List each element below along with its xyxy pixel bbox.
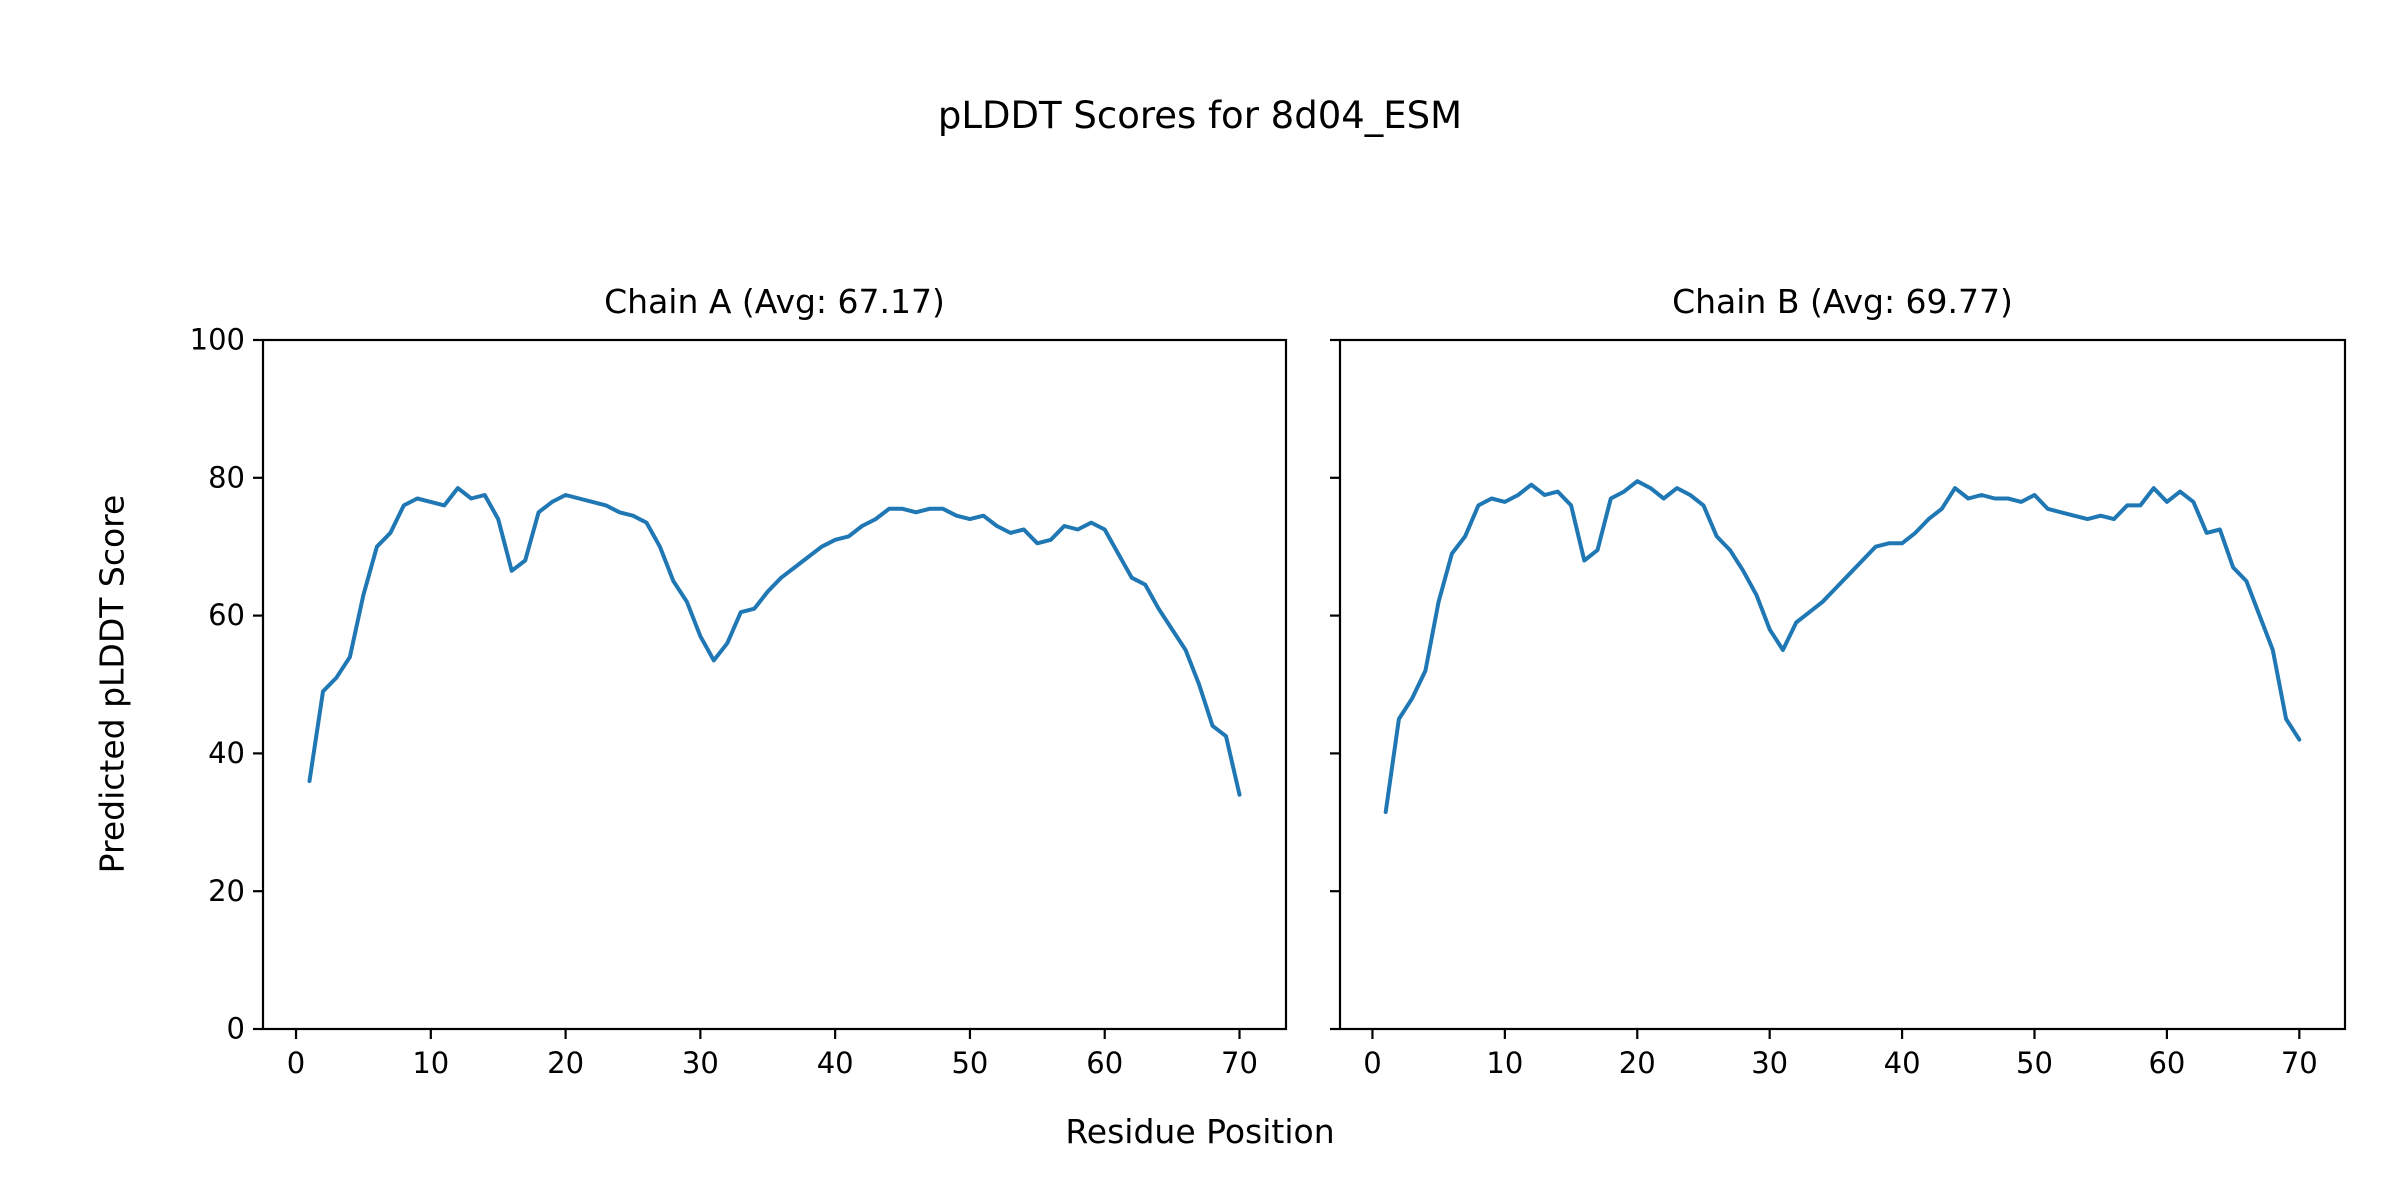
- y-tick-label: 60: [208, 598, 245, 632]
- plddt-line-chain-a: [307, 486, 1242, 797]
- x-tick-label: 40: [1884, 1046, 1921, 1080]
- y-axis-ticks: 0 20 40 60 80 100: [190, 323, 263, 1046]
- axes-box: [1338, 338, 2347, 1031]
- x-tick-label: 20: [547, 1046, 584, 1080]
- subplot-chain-a: 0 10 20 30 40 50 60 70 0 20 40 60 80 100: [190, 323, 1288, 1080]
- chain-b-subplot-title: Chain B (Avg: 69.77): [1672, 282, 2013, 321]
- y-tick-label: 40: [208, 736, 245, 770]
- x-axis-ticks: 0 10 20 30 40 50 60 70: [1363, 1029, 2318, 1080]
- x-tick-label: 30: [1751, 1046, 1788, 1080]
- figure-title: pLDDT Scores for 8d04_ESM: [937, 94, 1463, 137]
- x-tick-label: 60: [1086, 1046, 1123, 1080]
- x-tick-label: 40: [817, 1046, 854, 1080]
- x-tick-label: 0: [1363, 1046, 1381, 1080]
- y-tick-label: 100: [190, 323, 245, 357]
- x-tick-label: 50: [951, 1046, 988, 1080]
- y-tick-label: 80: [208, 460, 245, 494]
- x-tick-label: 0: [287, 1046, 305, 1080]
- x-tick-label: 20: [1619, 1046, 1656, 1080]
- axes-box: [261, 338, 1288, 1031]
- x-axis-label: Residue Position: [1065, 1112, 1335, 1151]
- chain-a-subplot-title: Chain A (Avg: 67.17): [604, 282, 945, 321]
- plddt-line-chain-b: [1383, 479, 2302, 814]
- x-tick-label: 50: [2016, 1046, 2053, 1080]
- y-tick-label: 20: [208, 874, 245, 908]
- y-tick-label: 0: [227, 1012, 245, 1046]
- subplot-chain-b: 0 10 20 30 40 50 60 70: [1330, 338, 2347, 1080]
- x-tick-label: 70: [2281, 1046, 2318, 1080]
- x-tick-label: 60: [2148, 1046, 2185, 1080]
- x-tick-label: 10: [1486, 1046, 1523, 1080]
- x-axis-ticks: 0 10 20 30 40 50 60 70: [287, 1029, 1258, 1080]
- x-tick-label: 10: [412, 1046, 449, 1080]
- y-axis-ticks: [1330, 338, 1340, 1031]
- x-tick-label: 70: [1221, 1046, 1258, 1080]
- x-tick-label: 30: [682, 1046, 719, 1080]
